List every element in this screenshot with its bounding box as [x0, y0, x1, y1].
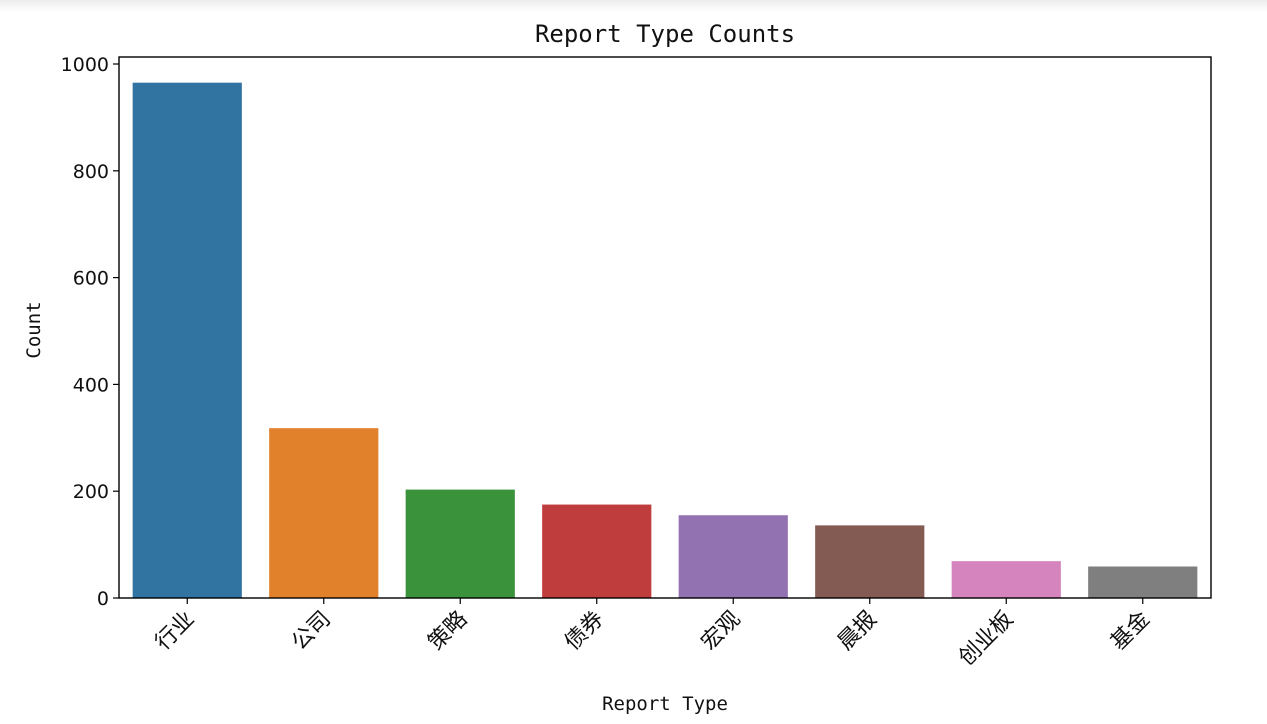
bar-5	[678, 515, 788, 598]
window-top-edge	[0, 0, 1267, 12]
x-tick-label: 公司	[287, 607, 336, 656]
y-tick-label: 200	[73, 481, 109, 503]
bar-2	[269, 428, 379, 598]
y-tick-label: 1000	[61, 54, 109, 76]
x-tick-label: 创业板	[954, 607, 1018, 671]
x-tick-label: 宏观	[697, 607, 746, 656]
y-tick-label: 800	[73, 161, 109, 183]
y-tick-label: 400	[73, 374, 109, 396]
bars-group	[132, 82, 1198, 598]
y-tick-label: 0	[97, 588, 109, 610]
x-tick-label: 晨报	[833, 607, 882, 656]
x-axis-ticks: 行业 公司 策略 债券 宏观 晨报 创业板 基金	[151, 598, 1155, 671]
bar-3	[405, 489, 515, 598]
x-axis-label: Report Type	[602, 693, 728, 715]
chart-title: Report Type Counts	[535, 20, 795, 48]
bar-7	[951, 561, 1061, 598]
plot-frame	[118, 56, 1212, 599]
y-tick-label: 600	[73, 268, 109, 290]
bar-8	[1088, 566, 1198, 598]
x-tick-label: 行业	[151, 607, 200, 656]
x-tick-label: 策略	[424, 607, 473, 656]
x-tick-label: 债券	[560, 607, 609, 656]
y-axis-label: Count	[23, 301, 45, 358]
x-tick-label: 基金	[1106, 607, 1155, 656]
y-axis-ticks: 0 200 400 600 800 1000	[61, 54, 119, 610]
bar-4	[542, 504, 652, 598]
bar-6	[815, 525, 925, 598]
bar-1	[132, 82, 242, 598]
